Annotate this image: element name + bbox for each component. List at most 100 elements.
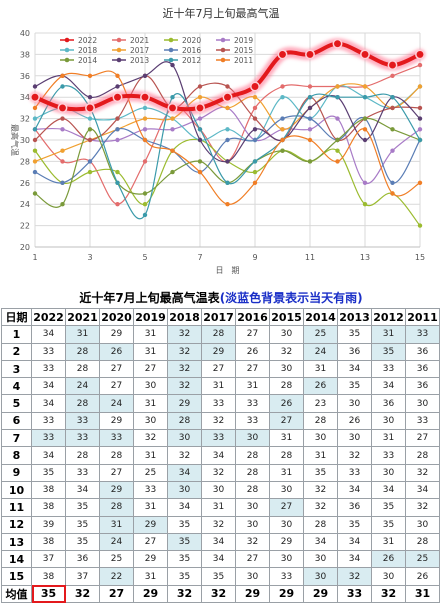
y-tick-label: 28 (20, 157, 30, 166)
table-cell: 39 (31, 515, 66, 534)
table-cell: 30 (405, 394, 440, 413)
legend-label: 2011 (234, 56, 253, 65)
table-cell: 27 (99, 377, 134, 396)
table-row: 13 38 35 24 27 35 34 32 29 34 34 31 28 (1, 532, 440, 552)
table-cell: 35 (337, 325, 372, 344)
x-tick-label: 1 (32, 253, 37, 262)
legend-item-2013: 2013 (112, 56, 149, 65)
table-cell: 30 (303, 567, 338, 586)
table-day-cell: 10 (1, 480, 32, 500)
table-cell: 30 (235, 429, 270, 448)
table-header-year: 2014 (303, 307, 338, 327)
legend-item-2020: 2020 (164, 36, 201, 45)
data-point-2013-13 (362, 137, 368, 143)
data-point-2018-10 (280, 95, 285, 100)
data-point-2019-13 (362, 180, 368, 185)
table-cell: 33 (337, 463, 372, 482)
table-cell: 33 (405, 325, 440, 344)
table-cell: 34 (303, 532, 338, 552)
table-cell: 30 (235, 567, 270, 586)
data-point-2017-6 (170, 116, 175, 121)
data-point-2014-3 (87, 127, 93, 132)
table-cell: 31 (235, 377, 270, 396)
table-day-cell: 1 (1, 325, 32, 344)
data-point-2017-8 (225, 105, 230, 111)
data-point-2021-5 (142, 159, 148, 164)
data-point-2022-5 (140, 92, 150, 103)
data-point-2012-15 (417, 137, 423, 143)
data-point-2014-13 (362, 116, 368, 121)
table-cell: 29 (133, 550, 168, 569)
data-point-2016-10 (280, 116, 285, 121)
table-cell: 28 (405, 446, 440, 465)
data-point-2018-8 (225, 127, 230, 132)
table-row: 15 38 37 22 31 35 35 30 33 30 32 30 26 (1, 567, 440, 586)
table-cell: 31 (303, 359, 338, 379)
table-row: 6 33 33 29 30 28 32 33 27 28 26 30 33 (1, 411, 440, 431)
table-cell: 35 (167, 550, 202, 569)
table-cell: 33 (31, 429, 66, 448)
table-cell: 32 (303, 480, 338, 500)
legend-label: 2015 (234, 46, 253, 55)
table-header-year: 2016 (235, 307, 270, 327)
data-point-2021-11 (307, 84, 313, 89)
data-point-2022-15 (415, 49, 425, 60)
legend-label: 2022 (78, 36, 97, 45)
table-cell: 35 (371, 498, 406, 517)
table-cell: 33 (133, 480, 168, 500)
table-row: 4 34 24 27 30 32 31 31 28 26 35 34 36 (1, 377, 440, 396)
table-cell: 24 (303, 342, 338, 361)
table-cell: 28 (65, 394, 100, 413)
table-cell: 28 (405, 532, 440, 552)
table-cell: 34 (31, 325, 66, 344)
table-row: 9 35 33 27 25 34 32 28 31 35 33 30 32 (1, 463, 440, 482)
y-tick-label: 20 (20, 243, 30, 252)
table-cell: 35 (65, 498, 100, 517)
table-cell: 34 (337, 359, 372, 379)
table-cell: 28 (303, 411, 338, 431)
y-tick-label: 30 (20, 136, 30, 145)
table-cell: 32 (167, 446, 202, 465)
data-point-2015-3 (87, 137, 93, 143)
data-point-2019-7 (197, 116, 203, 121)
data-point-2011-14 (390, 191, 395, 196)
table-cell: 27 (269, 498, 304, 517)
table-cell: 32 (201, 411, 236, 431)
data-point-2015-15 (417, 105, 423, 111)
legend-swatch-marker (64, 57, 70, 63)
chart-title: 近十年7月上旬最高气温 (162, 7, 280, 20)
series-2012 (32, 84, 423, 220)
data-point-2016-9 (252, 137, 258, 143)
table-cell: 30 (133, 411, 168, 431)
data-point-2015-9 (252, 116, 258, 121)
table-cell: 32 (303, 498, 338, 517)
table-cell: 32 (201, 463, 236, 482)
data-point-2016-2 (60, 180, 65, 185)
table-header-row: 日期 2022 2021 2020 2019 2018 2017 2016 2015 2014 20… (1, 307, 440, 327)
table-average-cell: 33 (337, 584, 372, 603)
table-cell: 29 (269, 532, 304, 552)
y-tick-label: 40 (20, 29, 30, 38)
y-tick-label: 32 (20, 115, 30, 124)
table-cell: 28 (99, 446, 134, 465)
data-point-2019-12 (335, 116, 340, 121)
legend-swatch-marker (220, 37, 226, 43)
data-point-2020-3 (87, 169, 93, 175)
table-cell: 33 (65, 411, 100, 431)
data-point-2013-1 (32, 84, 38, 89)
table-day-cell: 8 (1, 446, 32, 465)
table-cell: 33 (235, 411, 270, 431)
table-cell: 30 (337, 429, 372, 448)
table-cell: 33 (405, 411, 440, 431)
data-point-2014-14 (390, 127, 395, 132)
series-2022 (29, 38, 426, 115)
table-cell: 28 (269, 446, 304, 465)
table-header-year: 2011 (405, 307, 440, 327)
table-cell: 34 (371, 480, 406, 500)
table-cell: 31 (65, 325, 100, 344)
data-point-2012-8 (225, 180, 230, 185)
legend-item-2014: 2014 (60, 56, 97, 65)
data-point-2014-1 (32, 191, 38, 196)
table-cell: 25 (133, 463, 168, 482)
table-cell: 33 (31, 359, 66, 379)
